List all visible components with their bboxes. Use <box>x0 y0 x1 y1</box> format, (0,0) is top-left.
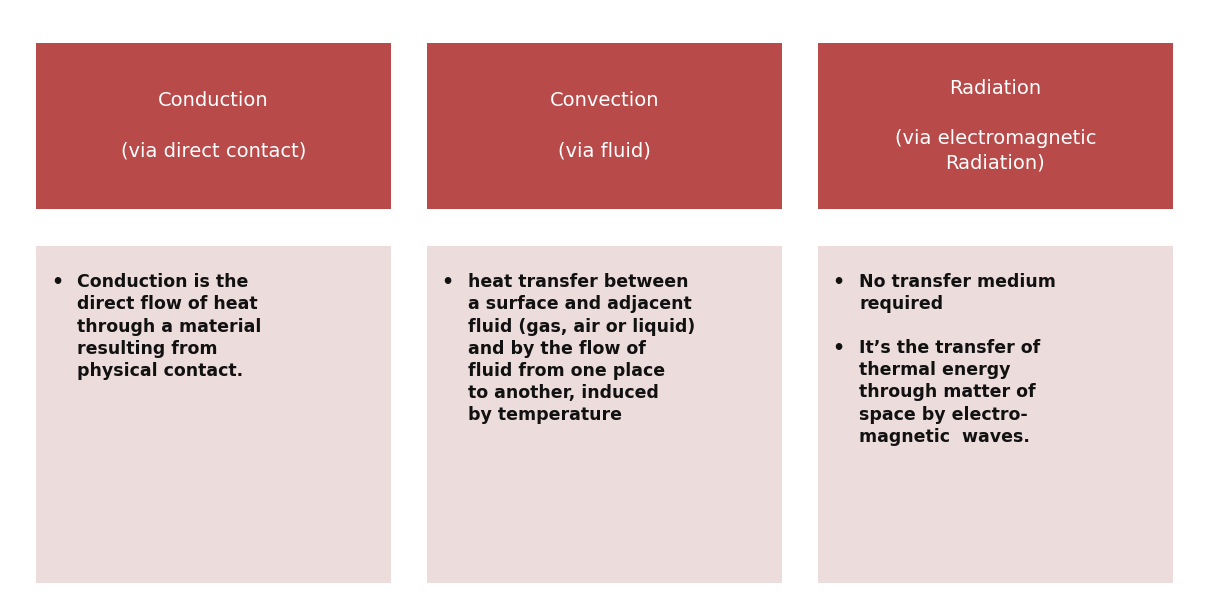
FancyBboxPatch shape <box>427 43 782 209</box>
Text: •: • <box>833 273 845 292</box>
FancyBboxPatch shape <box>36 246 391 583</box>
FancyBboxPatch shape <box>818 246 1173 583</box>
Text: Convection

(via fluid): Convection (via fluid) <box>550 91 659 160</box>
Text: It’s the transfer of
thermal energy
through matter of
space by electro-
magnetic: It’s the transfer of thermal energy thro… <box>860 339 1041 446</box>
Text: •: • <box>833 339 845 358</box>
FancyBboxPatch shape <box>36 43 391 209</box>
FancyBboxPatch shape <box>427 246 782 583</box>
Text: No transfer medium
required: No transfer medium required <box>860 273 1057 313</box>
Text: Radiation

(via electromagnetic
Radiation): Radiation (via electromagnetic Radiation… <box>895 79 1097 173</box>
Text: heat transfer between
a surface and adjacent
fluid (gas, air or liquid)
and by t: heat transfer between a surface and adja… <box>468 273 695 424</box>
Text: Conduction is the
direct flow of heat
through a material
resulting from
physical: Conduction is the direct flow of heat th… <box>77 273 262 380</box>
FancyBboxPatch shape <box>818 43 1173 209</box>
Text: Conduction

(via direct contact): Conduction (via direct contact) <box>121 91 306 160</box>
Text: •: • <box>441 273 453 292</box>
Text: •: • <box>51 273 63 292</box>
